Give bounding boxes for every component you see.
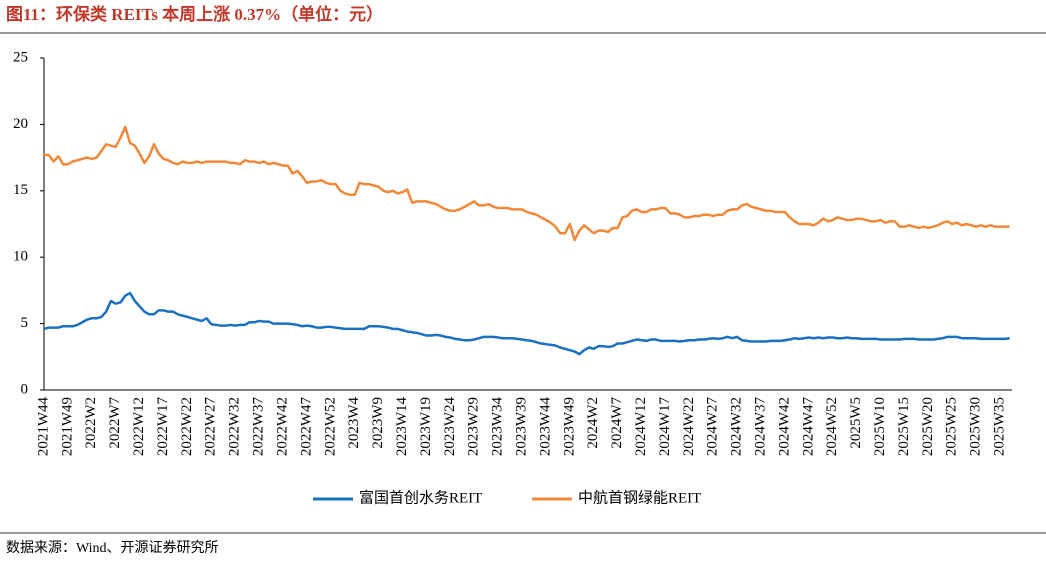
x-tick-label: 2025W30 — [968, 397, 984, 456]
x-tick-label: 2022W37 — [251, 397, 267, 457]
y-tick-label: 20 — [13, 116, 28, 132]
series-line — [44, 125, 1010, 242]
x-tick-label: 2022W7 — [107, 397, 123, 449]
x-tick-label: 2024W52 — [824, 397, 840, 456]
x-tick-label: 2025W10 — [872, 397, 888, 456]
legend-label: 中航首钢绿能REIT — [578, 489, 701, 506]
x-tick-label: 2022W47 — [298, 397, 314, 457]
x-tick-label: 2025W20 — [920, 397, 936, 456]
x-tick-label: 2025W35 — [991, 397, 1007, 456]
x-tick-label: 2023W24 — [442, 397, 458, 457]
x-tick-label: 2023W9 — [370, 397, 386, 449]
x-tick-label: 2025W25 — [944, 397, 960, 456]
x-tick-label: 2021W49 — [59, 397, 75, 456]
x-tick-label: 2022W27 — [203, 397, 219, 457]
x-tick-label: 2022W32 — [227, 397, 243, 456]
x-tick-label: 2023W4 — [346, 397, 362, 449]
y-tick-label: 10 — [13, 249, 28, 265]
x-tick-label: 2024W22 — [681, 397, 697, 456]
x-tick-label: 2024W37 — [752, 397, 768, 457]
x-tick-label: 2022W2 — [83, 397, 99, 449]
y-tick-label: 15 — [13, 182, 28, 198]
x-tick-label: 2023W34 — [490, 397, 506, 457]
x-tick-label: 2023W29 — [466, 397, 482, 456]
x-tick-label: 2024W17 — [657, 397, 673, 457]
x-tick-label: 2024W2 — [585, 397, 601, 449]
x-tick-label: 2022W12 — [131, 397, 147, 456]
x-tick-label: 2024W47 — [800, 397, 816, 457]
y-tick-label: 0 — [21, 381, 29, 397]
series-line — [43, 291, 1010, 356]
y-tick-label: 5 — [21, 315, 29, 331]
x-tick-label: 2024W27 — [705, 397, 721, 457]
x-tick-label: 2025W5 — [848, 397, 864, 449]
x-tick-label: 2024W42 — [776, 397, 792, 456]
x-tick-label: 2022W42 — [274, 397, 290, 456]
chart-title: 图11：环保类 REITs 本周上涨 0.37%（单位：元） — [6, 4, 383, 24]
x-tick-label: 2021W44 — [35, 397, 51, 457]
x-tick-label: 2024W12 — [633, 397, 649, 456]
x-tick-label: 2023W19 — [418, 397, 434, 456]
x-tick-label: 2023W44 — [537, 397, 553, 457]
y-tick-label: 25 — [13, 49, 28, 65]
x-tick-label: 2022W22 — [179, 397, 195, 456]
x-tick-label: 2024W32 — [729, 397, 745, 456]
x-tick-label: 2025W15 — [896, 397, 912, 456]
legend-label: 富国首创水务REIT — [359, 488, 482, 506]
x-tick-label: 2022W52 — [322, 397, 338, 456]
x-tick-label: 2024W7 — [609, 397, 625, 449]
x-tick-label: 2023W49 — [561, 397, 577, 456]
source-note: 数据来源：Wind、开源证券研究所 — [6, 540, 219, 556]
x-tick-label: 2022W17 — [155, 397, 171, 457]
x-tick-label: 2023W39 — [513, 397, 529, 456]
x-tick-label: 2023W14 — [394, 397, 410, 457]
